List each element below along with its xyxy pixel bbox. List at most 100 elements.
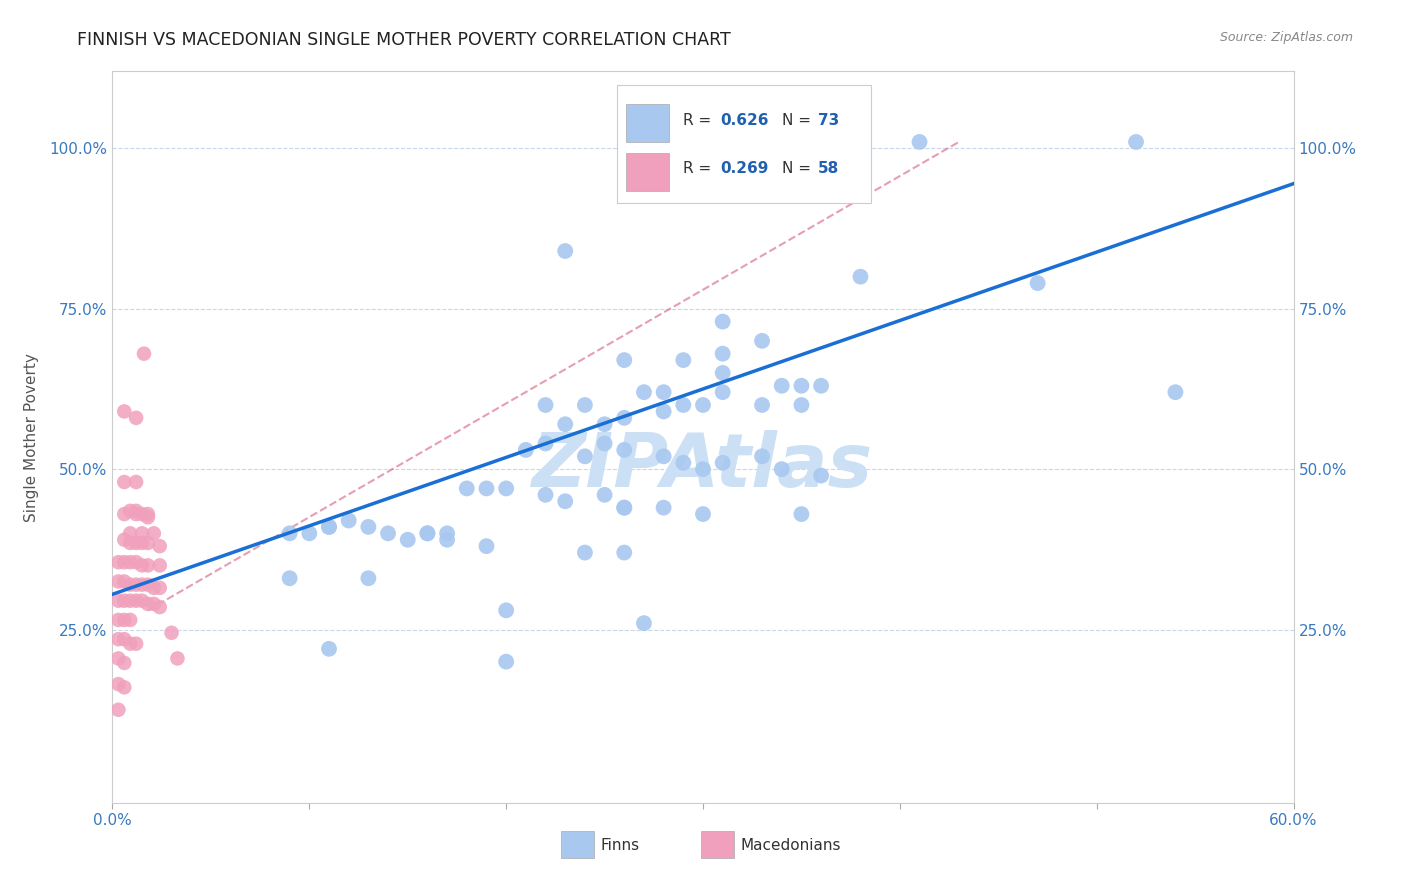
Point <box>475 482 498 496</box>
Point <box>120 637 142 651</box>
Point <box>120 526 142 541</box>
Point <box>652 404 675 418</box>
Point <box>495 482 517 496</box>
Point <box>107 613 129 627</box>
Point <box>112 656 135 670</box>
Point <box>515 442 537 457</box>
Point <box>456 482 478 496</box>
Point <box>554 417 576 432</box>
Point <box>125 507 148 521</box>
Text: N =: N = <box>782 113 815 128</box>
Point <box>136 597 159 611</box>
Point <box>633 616 655 631</box>
Point <box>554 244 576 258</box>
Point <box>125 410 148 425</box>
Point <box>593 436 616 450</box>
Point <box>1125 135 1147 149</box>
Point <box>396 533 419 547</box>
Point <box>149 539 172 553</box>
Point <box>136 536 159 550</box>
Point <box>107 677 129 691</box>
Text: Finns: Finns <box>600 838 640 854</box>
Point <box>574 545 596 559</box>
Point <box>810 468 832 483</box>
Point <box>574 450 596 464</box>
Point <box>652 450 675 464</box>
Point <box>751 398 773 412</box>
Point <box>672 353 695 368</box>
Point <box>125 555 148 569</box>
Point <box>107 593 129 607</box>
Point <box>107 703 129 717</box>
Point <box>120 577 142 591</box>
Point <box>416 526 439 541</box>
Text: Source: ZipAtlas.com: Source: ZipAtlas.com <box>1219 31 1353 45</box>
Point <box>692 462 714 476</box>
Point <box>142 526 165 541</box>
Point <box>613 500 636 515</box>
Point <box>131 507 153 521</box>
Point <box>475 539 498 553</box>
Point <box>112 593 135 607</box>
FancyBboxPatch shape <box>626 104 669 143</box>
Point <box>633 385 655 400</box>
Point <box>357 571 380 585</box>
Point <box>770 462 793 476</box>
Point <box>416 526 439 541</box>
Point <box>318 520 340 534</box>
Point <box>436 526 458 541</box>
Point <box>652 385 675 400</box>
Point <box>495 603 517 617</box>
Point <box>711 385 734 400</box>
Point <box>120 504 142 518</box>
Point <box>136 558 159 573</box>
Point <box>849 269 872 284</box>
Point <box>131 526 153 541</box>
Point <box>125 504 148 518</box>
Point <box>790 378 813 392</box>
Point <box>107 632 129 647</box>
Point <box>120 613 142 627</box>
Point <box>160 625 183 640</box>
FancyBboxPatch shape <box>561 831 595 858</box>
Point <box>112 632 135 647</box>
FancyBboxPatch shape <box>700 831 734 858</box>
Text: R =: R = <box>683 161 716 176</box>
Point <box>142 581 165 595</box>
Point <box>131 593 153 607</box>
Point <box>120 536 142 550</box>
Point <box>613 545 636 559</box>
Point <box>692 507 714 521</box>
Point <box>136 577 159 591</box>
Point <box>554 494 576 508</box>
Text: 73: 73 <box>817 113 839 128</box>
FancyBboxPatch shape <box>617 85 870 203</box>
Point <box>790 507 813 521</box>
Point <box>613 353 636 368</box>
Point <box>107 651 129 665</box>
Point <box>131 536 153 550</box>
Point <box>770 378 793 392</box>
Point <box>810 378 832 392</box>
Point <box>436 533 458 547</box>
Point <box>790 398 813 412</box>
Point <box>908 135 931 149</box>
Point <box>751 334 773 348</box>
Point <box>1026 276 1049 290</box>
Point <box>112 613 135 627</box>
Point <box>112 507 135 521</box>
Point <box>278 571 301 585</box>
Point <box>131 558 153 573</box>
Point <box>112 475 135 489</box>
Point <box>534 488 557 502</box>
Point <box>652 135 675 149</box>
Point <box>112 404 135 418</box>
Text: ZIPAtlas: ZIPAtlas <box>533 430 873 503</box>
Point <box>613 410 636 425</box>
Point <box>751 450 773 464</box>
Point <box>120 593 142 607</box>
Point <box>107 555 129 569</box>
Text: 58: 58 <box>817 161 839 176</box>
Point <box>131 577 153 591</box>
Point <box>652 500 675 515</box>
